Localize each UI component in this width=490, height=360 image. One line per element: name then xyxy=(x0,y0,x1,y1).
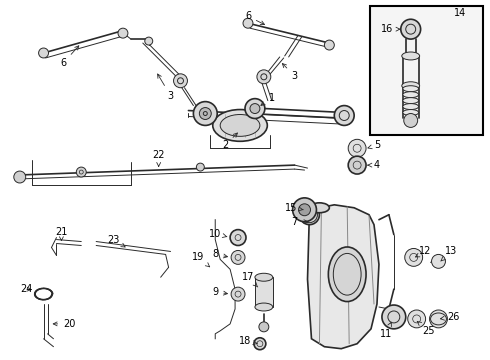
Ellipse shape xyxy=(402,82,419,90)
Ellipse shape xyxy=(403,86,418,92)
Circle shape xyxy=(324,40,334,50)
Circle shape xyxy=(404,113,417,127)
Text: 14: 14 xyxy=(454,8,466,18)
Circle shape xyxy=(194,102,217,125)
Text: 1: 1 xyxy=(261,93,275,105)
Ellipse shape xyxy=(403,104,418,109)
Text: 15: 15 xyxy=(286,203,303,213)
Text: 19: 19 xyxy=(192,252,210,267)
Ellipse shape xyxy=(255,303,273,311)
Circle shape xyxy=(39,48,49,58)
Polygon shape xyxy=(308,205,379,349)
Circle shape xyxy=(14,171,25,183)
Ellipse shape xyxy=(402,52,419,60)
Circle shape xyxy=(250,104,260,113)
Ellipse shape xyxy=(213,109,268,141)
Text: 20: 20 xyxy=(53,319,75,329)
Ellipse shape xyxy=(328,247,366,302)
Circle shape xyxy=(382,305,406,329)
Circle shape xyxy=(245,99,265,118)
Circle shape xyxy=(408,310,426,328)
Circle shape xyxy=(401,19,420,39)
Bar xyxy=(370,6,483,135)
Text: 17: 17 xyxy=(242,272,258,287)
Circle shape xyxy=(231,251,245,264)
Circle shape xyxy=(243,18,253,28)
Text: 6: 6 xyxy=(60,46,79,68)
Circle shape xyxy=(173,74,188,88)
Circle shape xyxy=(432,255,445,268)
Circle shape xyxy=(430,310,447,328)
Text: 2: 2 xyxy=(222,133,238,150)
Text: 3: 3 xyxy=(158,74,173,101)
Text: 13: 13 xyxy=(441,247,458,261)
Circle shape xyxy=(301,207,318,223)
Circle shape xyxy=(298,204,311,216)
Text: 8: 8 xyxy=(212,249,227,260)
Circle shape xyxy=(199,108,211,120)
Circle shape xyxy=(118,28,128,38)
Circle shape xyxy=(348,139,366,157)
Circle shape xyxy=(405,248,422,266)
Ellipse shape xyxy=(403,92,418,98)
Ellipse shape xyxy=(310,203,329,213)
Circle shape xyxy=(257,70,271,84)
Circle shape xyxy=(259,322,269,332)
Circle shape xyxy=(299,205,319,225)
Text: 4: 4 xyxy=(368,160,380,170)
Circle shape xyxy=(196,163,204,171)
Text: 26: 26 xyxy=(441,312,460,322)
Text: 9: 9 xyxy=(212,287,227,297)
Text: 18: 18 xyxy=(239,336,257,346)
Text: 3: 3 xyxy=(282,64,298,81)
Circle shape xyxy=(348,156,366,174)
Text: 25: 25 xyxy=(417,321,435,336)
Circle shape xyxy=(230,230,246,246)
Text: 22: 22 xyxy=(152,150,165,166)
Text: 16: 16 xyxy=(381,24,400,34)
Ellipse shape xyxy=(403,98,418,104)
Ellipse shape xyxy=(403,109,418,116)
Circle shape xyxy=(145,37,153,45)
Text: 10: 10 xyxy=(209,229,227,239)
Text: 24: 24 xyxy=(21,284,33,294)
Bar xyxy=(255,277,273,307)
Text: 23: 23 xyxy=(107,234,125,247)
Circle shape xyxy=(254,338,266,350)
Text: 5: 5 xyxy=(368,140,380,150)
Ellipse shape xyxy=(255,273,273,281)
Text: 11: 11 xyxy=(380,322,392,339)
Circle shape xyxy=(76,167,86,177)
Ellipse shape xyxy=(220,114,260,136)
Circle shape xyxy=(231,287,245,301)
Text: 21: 21 xyxy=(55,226,68,240)
Text: 12: 12 xyxy=(416,247,432,257)
Text: 6: 6 xyxy=(245,11,265,24)
Text: 7: 7 xyxy=(292,217,308,227)
Circle shape xyxy=(293,198,317,222)
Circle shape xyxy=(334,105,354,125)
